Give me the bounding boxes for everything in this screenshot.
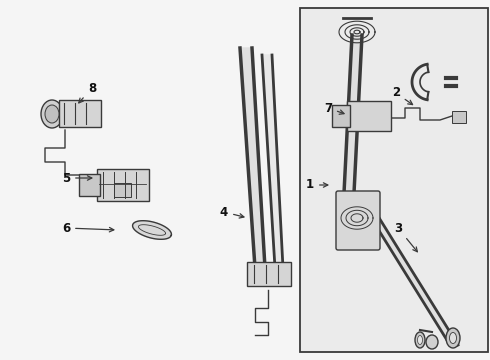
Text: 4: 4 bbox=[220, 206, 244, 219]
Polygon shape bbox=[360, 200, 458, 345]
FancyBboxPatch shape bbox=[452, 111, 466, 123]
Text: 2: 2 bbox=[392, 86, 413, 105]
Ellipse shape bbox=[426, 335, 438, 349]
Bar bbox=[300, 8, 488, 352]
Text: 6: 6 bbox=[62, 221, 114, 234]
FancyBboxPatch shape bbox=[332, 105, 350, 127]
FancyBboxPatch shape bbox=[336, 191, 380, 250]
Text: 8: 8 bbox=[79, 81, 96, 103]
Polygon shape bbox=[262, 55, 283, 268]
Ellipse shape bbox=[446, 328, 460, 348]
FancyBboxPatch shape bbox=[247, 262, 291, 286]
Text: 7: 7 bbox=[324, 102, 344, 114]
Polygon shape bbox=[133, 221, 172, 239]
Polygon shape bbox=[344, 35, 362, 193]
FancyBboxPatch shape bbox=[347, 101, 391, 131]
Ellipse shape bbox=[45, 105, 59, 123]
FancyBboxPatch shape bbox=[79, 174, 100, 196]
Ellipse shape bbox=[417, 336, 422, 345]
Text: 3: 3 bbox=[394, 221, 417, 252]
FancyBboxPatch shape bbox=[97, 169, 149, 201]
Ellipse shape bbox=[41, 100, 63, 128]
Ellipse shape bbox=[415, 332, 425, 348]
Polygon shape bbox=[240, 48, 265, 268]
FancyBboxPatch shape bbox=[114, 183, 131, 197]
Text: 1: 1 bbox=[306, 179, 328, 192]
Ellipse shape bbox=[449, 333, 457, 343]
FancyBboxPatch shape bbox=[59, 100, 101, 127]
Text: 5: 5 bbox=[62, 171, 92, 184]
